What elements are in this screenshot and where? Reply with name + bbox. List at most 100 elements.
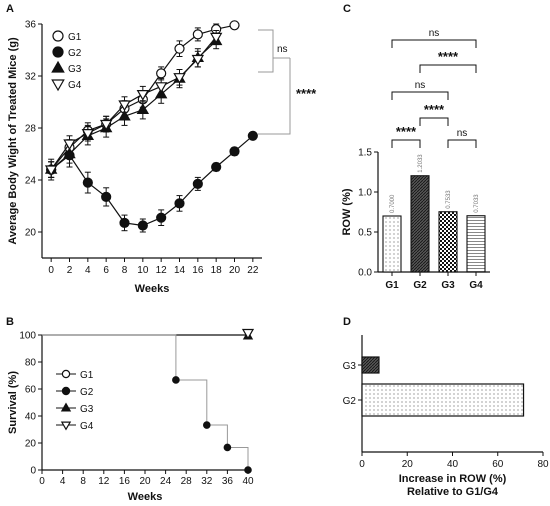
sig-bracket-ns: [258, 29, 274, 73]
sig-bracket: [391, 139, 421, 148]
legend-marker-g2: [61, 386, 71, 396]
data-point-g1: [156, 68, 167, 79]
x-tick-label: 2: [67, 265, 73, 276]
bar-g3: [361, 356, 380, 374]
x-tick-label: 12: [98, 476, 110, 487]
y-tick-label: 24: [25, 176, 37, 187]
x-tick-label: 4: [60, 476, 66, 487]
x-tick-label: 18: [211, 265, 223, 276]
sig-bracket-stars: [273, 58, 291, 135]
y-axis-label: Survival (%): [7, 371, 19, 434]
x-tick-label: G2: [413, 280, 427, 291]
series-line-g2: [50, 135, 254, 227]
x-tick-label: 40: [242, 476, 254, 487]
legend-label-g1: G1: [68, 32, 82, 43]
y-tick-label: 0.0: [358, 268, 372, 279]
x-tick-label: 60: [492, 459, 504, 470]
data-label-g3: 0.7533: [446, 190, 452, 209]
panel-c: 0.0 0.5 1.0 1.5 ROW (%) 0.7000 G1 1.2033 G2 0.753…: [341, 28, 490, 291]
x-tick-label: 36: [222, 476, 234, 487]
legend-marker-g4: [51, 79, 65, 92]
series-line-g4: [50, 36, 217, 170]
sig-label: ns: [429, 28, 440, 39]
sig-label: ns: [457, 128, 468, 139]
data-point-g4: [63, 139, 76, 151]
data-point-g3: [63, 147, 76, 159]
data-label-g4: 0.7033: [474, 194, 480, 213]
sig-label: ****: [396, 124, 417, 139]
sig-label: ****: [424, 102, 445, 117]
y-tick-label: 32: [25, 72, 37, 83]
bar-g2: [361, 383, 525, 417]
y-tick-label: 1.0: [358, 188, 372, 199]
y-tick-label: G3: [343, 361, 357, 372]
legend-label-g3: G3: [68, 64, 82, 75]
x-tick-label: 14: [174, 265, 186, 276]
x-axis-label: Increase in ROW (%): [399, 473, 507, 485]
legend-label-g1: G1: [80, 370, 94, 381]
y-axis-label: Average Body Wight of Treated Mice (g): [7, 37, 19, 245]
x-tick-label: 16: [119, 476, 131, 487]
sig-label-ns: ns: [277, 44, 288, 55]
data-point-g1: [229, 20, 240, 31]
data-label-g1: 0.7000: [390, 194, 396, 213]
data-point-g2: [244, 466, 252, 474]
y-tick-label: 20: [25, 439, 37, 450]
x-axis-label-2: Relative to G1/G4: [407, 486, 499, 498]
y-tick-label: 36: [25, 20, 37, 31]
data-point-g2: [229, 146, 240, 157]
data-point-g1: [192, 29, 203, 40]
x-tick-label: 32: [201, 476, 213, 487]
y-tick-label: 80: [25, 358, 37, 369]
x-tick-label: 20: [229, 265, 241, 276]
x-tick-label: 40: [447, 459, 459, 470]
y-tick-label: 20: [25, 228, 37, 239]
data-point-g3: [136, 103, 150, 115]
data-point-g2: [137, 220, 148, 231]
data-point-g2: [247, 130, 258, 141]
sig-bracket: [447, 139, 477, 148]
panel-b: 0 20 40 60 80 100 0 4 8 12 16 20 24 28 32 36 40 Weeks Surv…: [7, 328, 255, 503]
panel-label-a: A: [6, 3, 14, 15]
data-point-g2: [203, 421, 211, 429]
legend-marker-g3: [60, 402, 72, 412]
x-tick-label: 0: [48, 265, 54, 276]
x-tick-label: 16: [192, 265, 204, 276]
sig-bracket: [391, 91, 449, 100]
data-point-g4: [154, 82, 168, 94]
panel-label-c: C: [343, 3, 351, 15]
x-tick-label: 6: [103, 265, 109, 276]
y-tick-label: 28: [25, 124, 37, 135]
data-point-g1: [174, 43, 185, 54]
sig-label-stars: ****: [296, 86, 317, 101]
bar-g2: [410, 175, 430, 273]
y-axis-label: ROW (%): [341, 188, 353, 235]
x-tick-label: 4: [85, 265, 91, 276]
x-tick-label: 24: [160, 476, 172, 487]
y-tick-label: 0.5: [358, 228, 372, 239]
legend-marker-g1: [61, 369, 71, 379]
data-point-g4: [209, 32, 223, 44]
sig-bracket: [419, 117, 449, 126]
sig-bracket: [391, 39, 477, 48]
data-point-g2: [223, 443, 232, 452]
y-tick-label: G2: [343, 396, 357, 407]
data-point-g2: [82, 177, 93, 188]
bar-g1: [382, 215, 402, 273]
data-point-g4: [173, 73, 186, 84]
x-tick-label: 8: [122, 265, 128, 276]
legend-marker-g3: [51, 60, 65, 73]
data-point-g2: [156, 212, 167, 223]
x-tick-label: 10: [137, 265, 149, 276]
x-tick-label: 8: [80, 476, 86, 487]
y-tick-label: 40: [25, 412, 37, 423]
data-point-g2: [172, 376, 180, 384]
series-line-g2: [42, 334, 249, 470]
data-point-g3: [118, 109, 131, 121]
data-label-g2: 1.2033: [418, 154, 424, 173]
data-point-g4: [241, 328, 255, 340]
x-axis-label: Weeks: [128, 491, 163, 503]
data-point-g4: [81, 129, 95, 140]
y-tick-label: 60: [25, 385, 37, 396]
